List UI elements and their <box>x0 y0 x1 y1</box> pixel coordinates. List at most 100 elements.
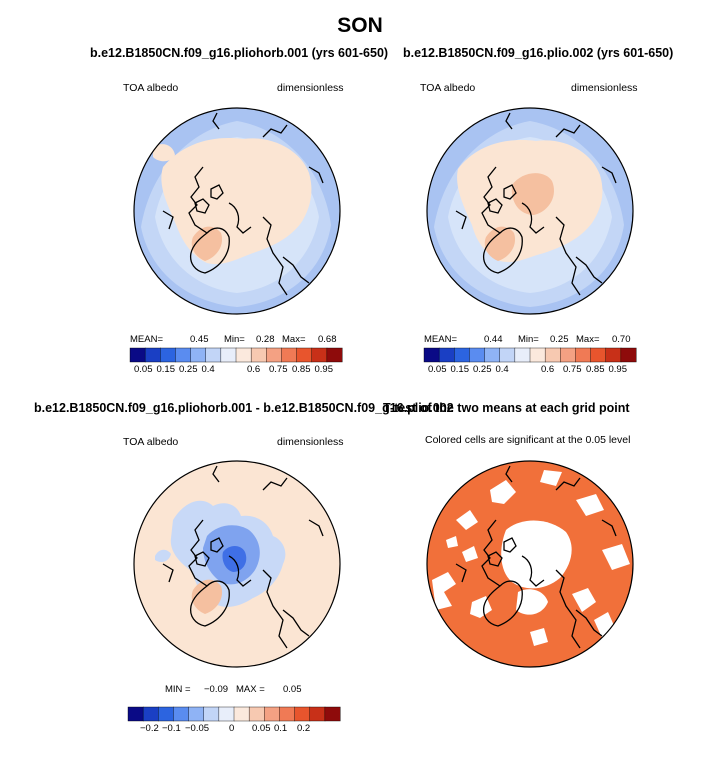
panel-3-units-label: dimensionless <box>277 436 344 448</box>
colorbar-swatch <box>590 347 607 363</box>
colorbar-tick-label: 0.85 <box>586 364 605 375</box>
panel-3-max-label: MAX = <box>236 684 265 695</box>
colorbar-swatch <box>188 706 205 722</box>
colorbar-swatch <box>144 347 161 363</box>
panel-3-min-value: −0.09 <box>204 684 229 695</box>
colorbar-swatch <box>142 706 159 722</box>
panel-1-colorbar-ticks: 0.05 0.15 0.25 0.4 0.6 0.75 0.85 0.95 <box>130 364 342 378</box>
colorbar-swatch <box>203 706 220 722</box>
panel-1-units-label: dimensionless <box>277 82 344 94</box>
colorbar-tick-label: 0.75 <box>269 364 288 375</box>
colorbar-tick-label: 0.95 <box>314 364 334 375</box>
panel-1-title: b.e12.B1850CN.f09_g16.pliohorb.001 (yrs … <box>90 46 389 60</box>
colorbar-swatch <box>484 347 501 363</box>
colorbar-swatch <box>264 706 280 722</box>
colorbar-swatch <box>311 347 328 363</box>
panel-3-title: b.e12.B1850CN.f09_g16.pliohorb.001 - b.e… <box>34 401 454 415</box>
colorbar-tick-label: 0.05 <box>134 364 153 375</box>
colorbar-swatch <box>438 347 455 363</box>
colorbar-tick-label: 0.6 <box>247 364 261 375</box>
panel-3-min-label: MIN = <box>165 684 191 695</box>
panel-2-units-label: dimensionless <box>571 82 638 94</box>
colorbar-tick-label: 0.15 <box>156 364 176 375</box>
colorbar-tick-label: 0.4 <box>201 364 215 375</box>
colorbar-swatch <box>324 706 341 722</box>
colorbar-swatch <box>620 347 637 363</box>
panel-4-polar-map <box>426 460 634 668</box>
colorbar-swatch <box>281 347 298 363</box>
colorbar-tick-label: 0.95 <box>608 364 628 375</box>
panel-1-min-label: Min= <box>224 334 245 345</box>
colorbar-swatch <box>158 706 174 722</box>
colorbar-swatch <box>309 706 326 722</box>
panel-1-polar-map <box>133 107 341 315</box>
panel-3-colorbar <box>127 706 341 722</box>
colorbar-swatch <box>129 347 146 363</box>
panel-3-colorbar-ticks: −0.2 −0.1 −0.05 0 0.05 0.1 0.2 <box>128 723 340 737</box>
panel-2-min-value: 0.25 <box>550 334 569 345</box>
colorbar-swatch <box>190 347 207 363</box>
colorbar-tick-label: 0.6 <box>541 364 555 375</box>
panel-2-title: b.e12.B1850CN.f09_g16.plio.002 (yrs 601-… <box>403 46 674 60</box>
colorbar-swatch <box>514 347 531 363</box>
colorbar-swatch <box>326 347 343 363</box>
panel-1-mean-value: 0.45 <box>190 334 209 345</box>
panel-1-max-value: 0.68 <box>318 334 337 345</box>
colorbar-tick-label: 0.85 <box>292 364 311 375</box>
colorbar-tick-label: 0 <box>229 723 235 734</box>
colorbar-tick-label: 0.4 <box>495 364 509 375</box>
page-title: SON <box>337 14 383 37</box>
panel-2-max-label: Max= <box>576 334 600 345</box>
colorbar-swatch <box>173 706 190 722</box>
colorbar-swatch <box>605 347 622 363</box>
colorbar-tick-label: 0.1 <box>274 723 288 734</box>
panel-1-colorbar <box>129 347 343 363</box>
colorbar-tick-label: 0.25 <box>473 364 492 375</box>
panel-2-colorbar <box>423 347 637 363</box>
colorbar-swatch <box>175 347 192 363</box>
colorbar-tick-label: 0.05 <box>428 364 447 375</box>
panel-2-mean-value: 0.44 <box>484 334 503 345</box>
panel-1-mean-label: MEAN= <box>130 334 163 345</box>
panel-3-max-value: 0.05 <box>283 684 302 695</box>
colorbar-swatch <box>499 347 516 363</box>
panel-1-min-value: 0.28 <box>256 334 275 345</box>
panel-1-max-label: Max= <box>282 334 306 345</box>
colorbar-swatch <box>575 347 592 363</box>
colorbar-swatch <box>248 706 265 722</box>
panel-2-polar-map <box>426 107 634 315</box>
colorbar-swatch <box>454 347 470 363</box>
panel-3-variable-label: TOA albedo <box>123 436 179 448</box>
colorbar-swatch <box>469 347 486 363</box>
colorbar-swatch <box>250 347 267 363</box>
panel-2-variable-label: TOA albedo <box>420 82 476 94</box>
colorbar-swatch <box>296 347 313 363</box>
colorbar-swatch <box>127 706 144 722</box>
colorbar-tick-label: 0.25 <box>179 364 198 375</box>
colorbar-swatch <box>529 347 546 363</box>
colorbar-tick-label: −0.1 <box>162 723 181 734</box>
colorbar-tick-label: 0.2 <box>297 723 311 734</box>
colorbar-swatch <box>218 706 235 722</box>
panel-2-colorbar-ticks: 0.05 0.15 0.25 0.4 0.6 0.75 0.85 0.95 <box>424 364 636 378</box>
panel-1-variable-label: TOA albedo <box>123 82 179 94</box>
colorbar-tick-label: 0.15 <box>450 364 470 375</box>
colorbar-swatch <box>220 347 237 363</box>
colorbar-swatch <box>294 706 311 722</box>
colorbar-swatch <box>560 347 576 363</box>
colorbar-swatch <box>233 706 250 722</box>
colorbar-swatch <box>235 347 252 363</box>
colorbar-tick-label: 0.05 <box>252 723 271 734</box>
colorbar-swatch <box>160 347 176 363</box>
colorbar-tick-label: −0.2 <box>140 723 159 734</box>
colorbar-swatch <box>279 706 296 722</box>
panel-2-max-value: 0.70 <box>612 334 631 345</box>
panel-3-polar-map <box>133 460 341 668</box>
colorbar-swatch <box>423 347 440 363</box>
colorbar-swatch <box>544 347 561 363</box>
colorbar-swatch <box>266 347 282 363</box>
colorbar-tick-label: 0.75 <box>563 364 582 375</box>
colorbar-tick-label: −0.05 <box>185 723 210 734</box>
panel-4-subtitle: Colored cells are significant at the 0.0… <box>425 434 631 446</box>
panel-2-min-label: Min= <box>518 334 539 345</box>
